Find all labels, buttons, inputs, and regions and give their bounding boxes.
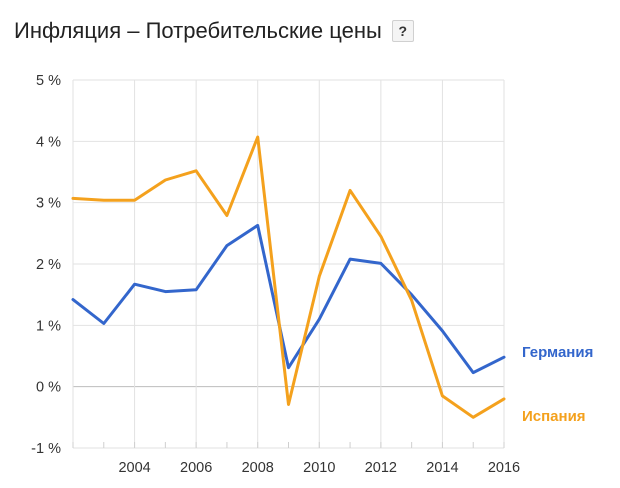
x-tick-label: 2014 xyxy=(426,460,458,476)
x-tick-label: 2004 xyxy=(118,460,150,476)
y-axis-ticks: 5 % 4 % 3 % 2 % 1 % 0 % -1 % xyxy=(31,73,61,457)
x-tick-label: 2010 xyxy=(303,460,335,476)
x-tick-label: 2008 xyxy=(242,460,274,476)
chart-header: Инфляция – Потребительские цены ? xyxy=(14,14,414,48)
x-tick-label: 2012 xyxy=(365,460,397,476)
legend: Германия Испания xyxy=(522,344,593,425)
y-tick-label: 1 % xyxy=(36,318,61,334)
y-tick-label: 5 % xyxy=(36,73,61,89)
x-axis-ticks: 2004 2006 2008 2010 2012 2014 2016 xyxy=(72,442,520,476)
series-line-0[interactable] xyxy=(71,223,506,375)
x-tick-label: 2006 xyxy=(180,460,212,476)
y-tick-label: -1 % xyxy=(31,441,61,457)
legend-label-1: Испания xyxy=(522,408,586,425)
legend-label-0: Германия xyxy=(522,344,593,361)
y-tick-label: 2 % xyxy=(36,257,61,273)
series-line-1[interactable] xyxy=(71,135,506,419)
chart-title: Инфляция – Потребительские цены xyxy=(14,18,382,43)
help-button[interactable]: ? xyxy=(391,20,414,42)
series-lines xyxy=(71,135,506,419)
y-tick-label: 0 % xyxy=(36,380,61,396)
x-tick-label: 2016 xyxy=(488,460,520,476)
y-tick-label: 3 % xyxy=(36,196,61,212)
y-tick-label: 4 % xyxy=(36,134,61,150)
